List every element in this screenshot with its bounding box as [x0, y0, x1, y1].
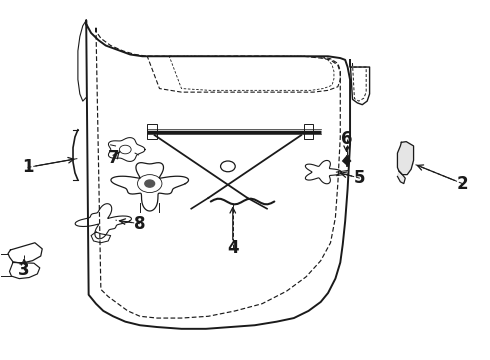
- Text: 7: 7: [108, 149, 120, 167]
- Polygon shape: [397, 171, 405, 184]
- Text: 5: 5: [354, 169, 366, 187]
- Circle shape: [145, 180, 155, 187]
- Text: 2: 2: [457, 175, 468, 193]
- Text: 8: 8: [134, 215, 146, 233]
- Text: 3: 3: [18, 261, 30, 279]
- Polygon shape: [397, 141, 414, 175]
- Text: 4: 4: [227, 239, 239, 257]
- Text: 6: 6: [341, 130, 352, 148]
- Bar: [147, 125, 157, 139]
- Bar: [304, 125, 314, 139]
- Polygon shape: [343, 156, 350, 165]
- Text: 1: 1: [22, 158, 33, 176]
